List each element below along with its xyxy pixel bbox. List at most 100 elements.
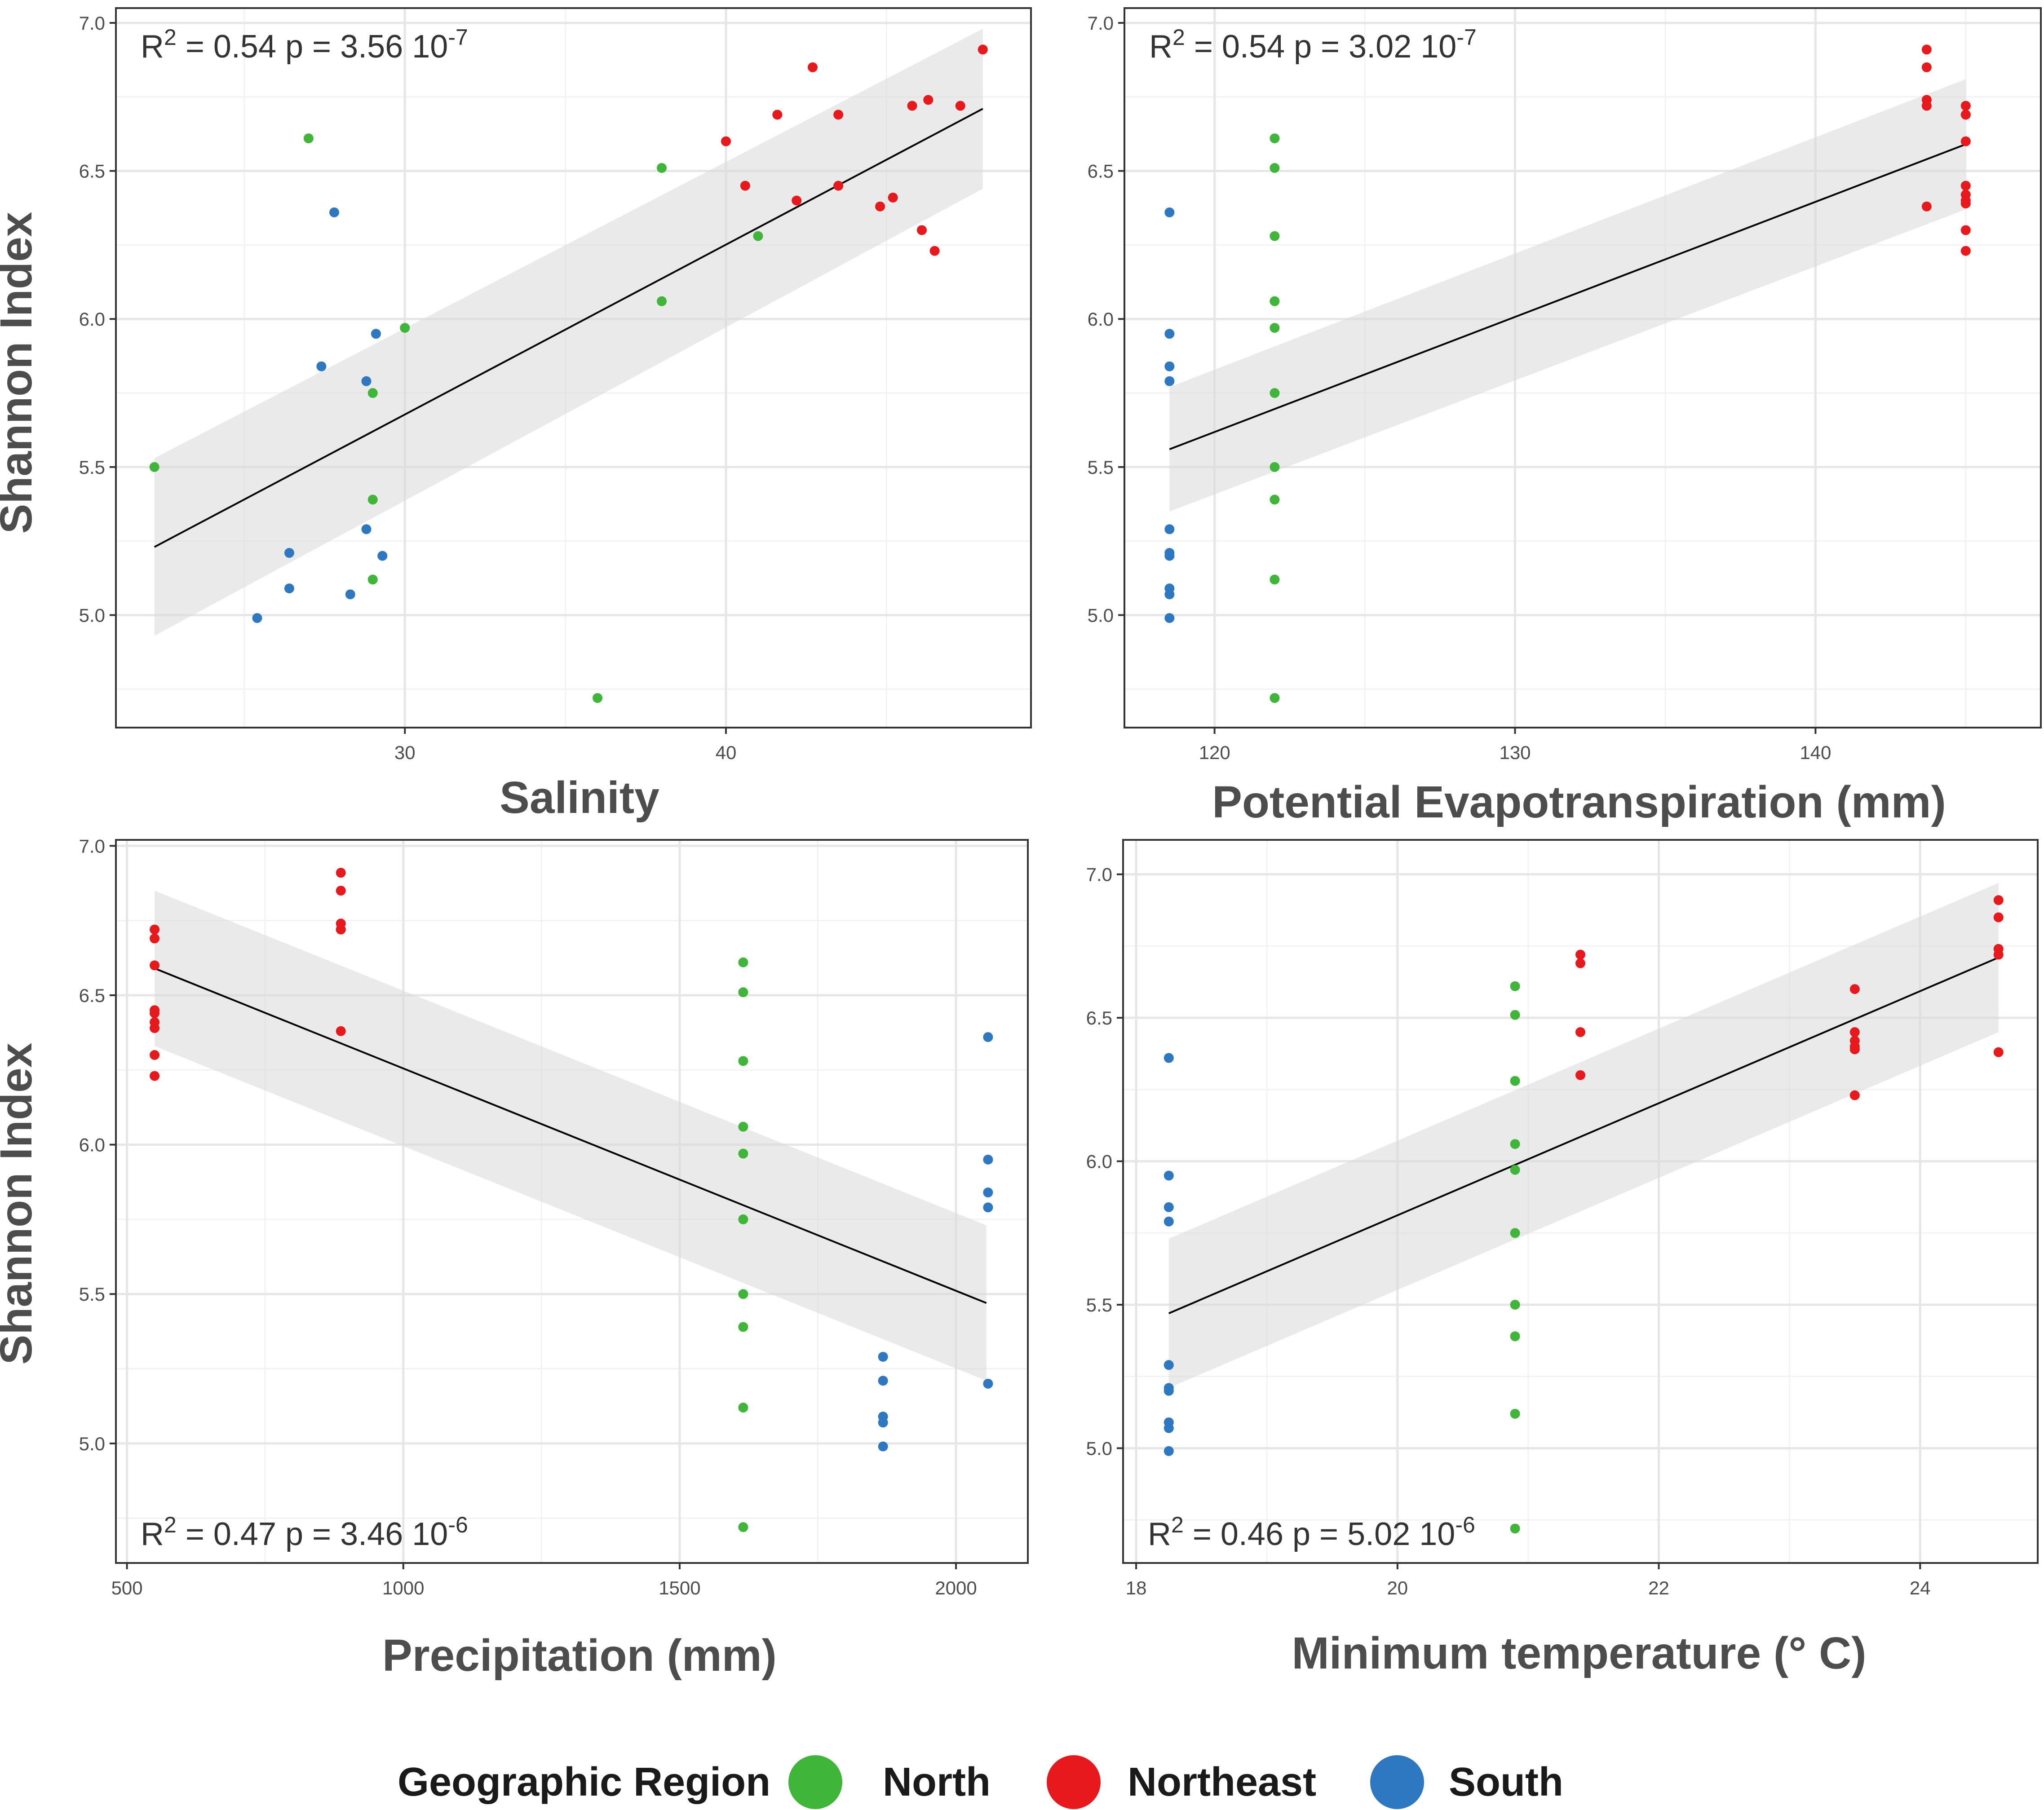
point-north — [657, 296, 667, 306]
point-north — [1270, 388, 1280, 398]
panel-precip: 5.0 5.5 6.0 6.5 7.0 500 1000 1500 2000 Precipitat… — [0, 835, 1029, 1681]
point-south — [878, 1441, 888, 1452]
point-north — [738, 957, 748, 967]
point-north — [1510, 981, 1520, 991]
point-south — [1164, 551, 1175, 561]
point-north — [1270, 574, 1280, 585]
point-northeast — [1993, 949, 2004, 960]
point-northeast — [150, 960, 160, 971]
point-northeast — [978, 44, 988, 55]
point-north — [738, 1522, 748, 1532]
point-south — [316, 361, 327, 371]
point-north — [1270, 296, 1280, 306]
point-north — [367, 574, 378, 585]
y-tick-label: 6.5 — [1086, 1007, 1112, 1029]
point-north — [738, 1403, 748, 1413]
point-northeast — [1960, 110, 1971, 120]
y-tick-label: 7.0 — [1086, 864, 1112, 885]
point-south — [878, 1376, 888, 1386]
point-south — [983, 1188, 993, 1198]
y-tick-label: 5.0 — [79, 1433, 105, 1454]
point-south — [983, 1378, 993, 1389]
point-northeast — [336, 868, 346, 878]
point-northeast — [150, 933, 160, 944]
point-south — [878, 1417, 888, 1428]
point-south — [983, 1154, 993, 1165]
point-northeast — [1993, 912, 2004, 923]
point-northeast — [907, 101, 917, 111]
point-northeast — [792, 195, 802, 206]
point-north — [367, 388, 378, 398]
point-south — [1164, 1423, 1174, 1433]
y-tick-label: 6.0 — [79, 309, 105, 330]
legend-swatch-northeast — [1047, 1755, 1101, 1809]
y-tick-label: 7.0 — [79, 13, 105, 34]
point-south — [1164, 207, 1175, 217]
point-northeast — [916, 225, 927, 235]
point-northeast — [336, 1026, 346, 1036]
x-tick-label: 30 — [394, 742, 416, 763]
point-north — [1510, 1010, 1520, 1020]
regression-line — [154, 967, 987, 1304]
point-northeast — [888, 192, 898, 203]
x-tick-label: 1000 — [382, 1577, 424, 1598]
point-south — [1164, 1446, 1174, 1456]
point-south — [1164, 1202, 1174, 1212]
point-northeast — [150, 924, 160, 935]
point-north — [1270, 693, 1280, 703]
point-north — [1510, 1165, 1520, 1175]
confidence-band — [154, 29, 983, 636]
x-tick-label: 20 — [1387, 1577, 1408, 1598]
point-north — [738, 1322, 748, 1332]
point-northeast — [1960, 199, 1971, 209]
point-northeast — [740, 181, 750, 191]
point-northeast — [150, 1050, 160, 1060]
point-northeast — [336, 924, 346, 935]
regression-line — [154, 108, 983, 548]
point-northeast — [1960, 181, 1971, 191]
point-south — [377, 551, 388, 561]
point-north — [1510, 1331, 1520, 1342]
x-tick-label: 40 — [716, 742, 737, 763]
point-northeast — [1960, 101, 1971, 111]
point-south — [361, 376, 372, 386]
point-south — [329, 207, 340, 217]
panels: 5.0 5.5 6.0 6.5 7.0 30 40 Salinity Shannon Index… — [0, 7, 2042, 1681]
regression-line — [1169, 143, 1966, 450]
point-south — [284, 583, 294, 594]
panel-border — [115, 839, 1029, 1564]
point-south — [284, 548, 294, 558]
point-north — [1270, 163, 1280, 173]
fit-annotation: R2 = 0.54 p = 3.02 10-7 — [1149, 25, 1477, 65]
point-north — [1510, 1300, 1520, 1310]
point-south — [371, 329, 381, 339]
point-northeast — [1960, 246, 1971, 256]
panel-pet: 5.0 5.5 6.0 6.5 7.0 120 130 140 Potential Evapot… — [1088, 7, 2042, 827]
point-northeast — [929, 246, 940, 256]
point-northeast — [150, 1023, 160, 1033]
point-south — [1164, 1386, 1174, 1396]
legend: Geographic Region North Northeast South — [398, 1755, 1563, 1809]
point-north — [657, 163, 667, 173]
point-northeast — [1960, 136, 1971, 146]
x-tick-label: 1500 — [659, 1577, 700, 1598]
point-northeast — [1575, 1027, 1585, 1037]
y-tick-label: 5.0 — [1086, 1438, 1112, 1459]
point-northeast — [1575, 1070, 1585, 1080]
point-north — [738, 1289, 748, 1299]
panel-border — [1122, 839, 2039, 1564]
point-north — [367, 494, 378, 505]
x-axis-label: Minimum temperature (° C) — [1292, 1628, 1866, 1678]
legend-swatch-south — [1370, 1755, 1424, 1809]
point-northeast — [1849, 1090, 1860, 1100]
point-north — [303, 133, 314, 144]
point-north — [1510, 1228, 1520, 1238]
point-north — [1270, 231, 1280, 241]
point-south — [1164, 589, 1175, 600]
point-northeast — [1921, 201, 1932, 212]
point-south — [345, 589, 355, 600]
point-north — [738, 987, 748, 998]
legend-label-north: North — [883, 1760, 991, 1805]
point-north — [400, 323, 410, 333]
